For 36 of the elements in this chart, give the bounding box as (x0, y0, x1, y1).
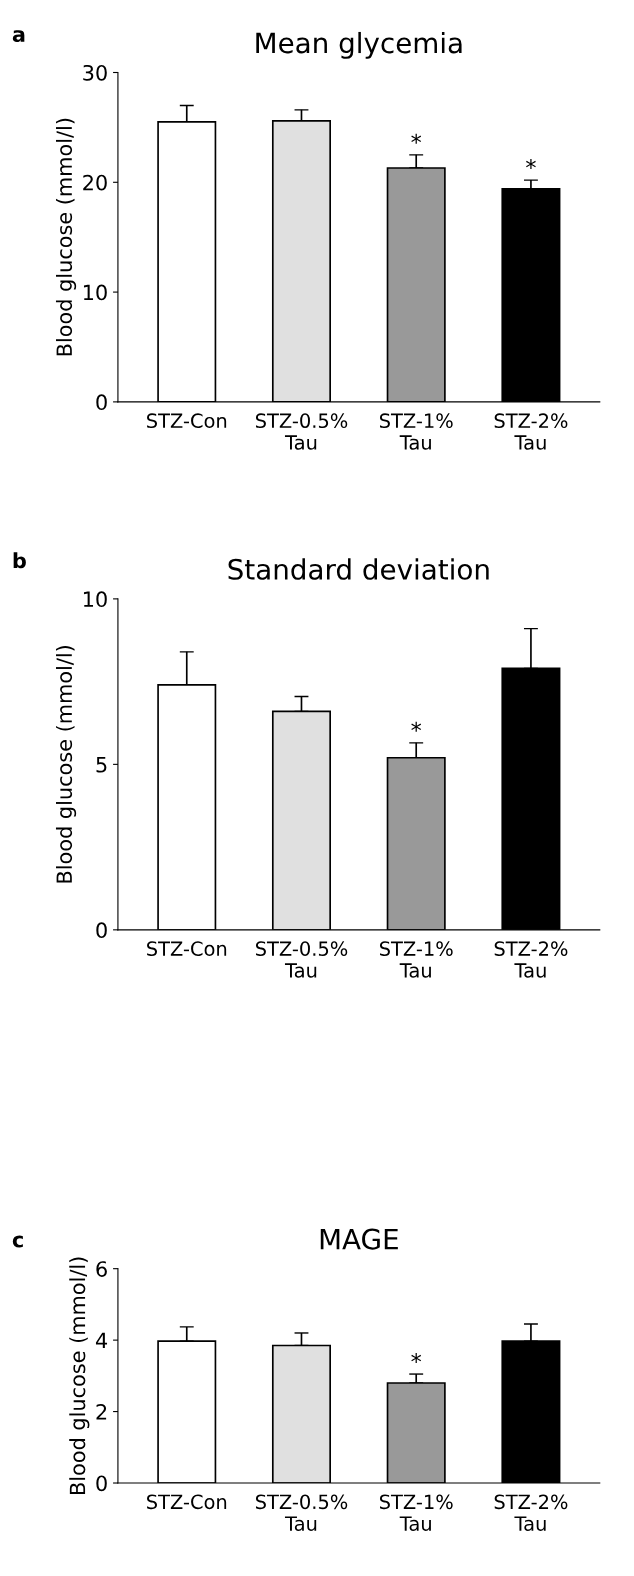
x-tick-label: STZ-0.5% Tau (255, 1494, 348, 1531)
y-axis-title: Blood glucose (mmol/l) (55, 645, 77, 883)
y-tick-label: 30 (83, 64, 107, 81)
y-tick-label: 10 (83, 284, 107, 301)
y-tick-label: 2 (96, 1404, 107, 1420)
text: c (12, 1235, 23, 1248)
annotation: * (411, 721, 422, 732)
chart-title: Standard deviation (228, 558, 489, 580)
x-tick-label: STZ-Con (147, 1494, 227, 1510)
x-tick-label: STZ-2% Tau (494, 413, 568, 450)
y-axis-title: Blood glucose (mmol/l) (69, 1257, 90, 1494)
x-tick-label: STZ-1% Tau (379, 413, 453, 450)
x-tick-label: STZ-0.5% Tau (255, 413, 348, 450)
y-tick-label: 10 (83, 591, 107, 608)
y-axis-title: Blood glucose (mmol/l) (55, 118, 77, 356)
y-tick-label: 0 (96, 922, 107, 939)
y-tick-label: 20 (83, 174, 107, 191)
annotation: * (526, 158, 536, 170)
x-tick-label: STZ-2% Tau (494, 941, 568, 978)
x-tick-label: STZ-1% Tau (379, 941, 453, 978)
x-tick-label: STZ-Con (147, 413, 227, 429)
y-tick-label: 4 (95, 1332, 108, 1349)
annotation: * (411, 133, 422, 144)
y-tick-label: 0 (96, 394, 107, 411)
y-tick-label: 0 (96, 1475, 107, 1492)
y-tick-label: 6 (96, 1261, 107, 1277)
text: b (13, 552, 26, 569)
y-tick-label: 5 (96, 757, 107, 773)
chart-title: MAGE (320, 1228, 398, 1250)
x-tick-label: STZ-2% Tau (494, 1494, 568, 1531)
x-tick-label: STZ-1% Tau (379, 1494, 453, 1531)
x-tick-label: STZ-Con (147, 941, 227, 956)
x-tick-label: STZ-0.5% Tau (255, 941, 348, 978)
text: a (12, 30, 25, 43)
annotation: * (411, 1352, 422, 1364)
chart-title: Mean glycemia (256, 31, 462, 59)
